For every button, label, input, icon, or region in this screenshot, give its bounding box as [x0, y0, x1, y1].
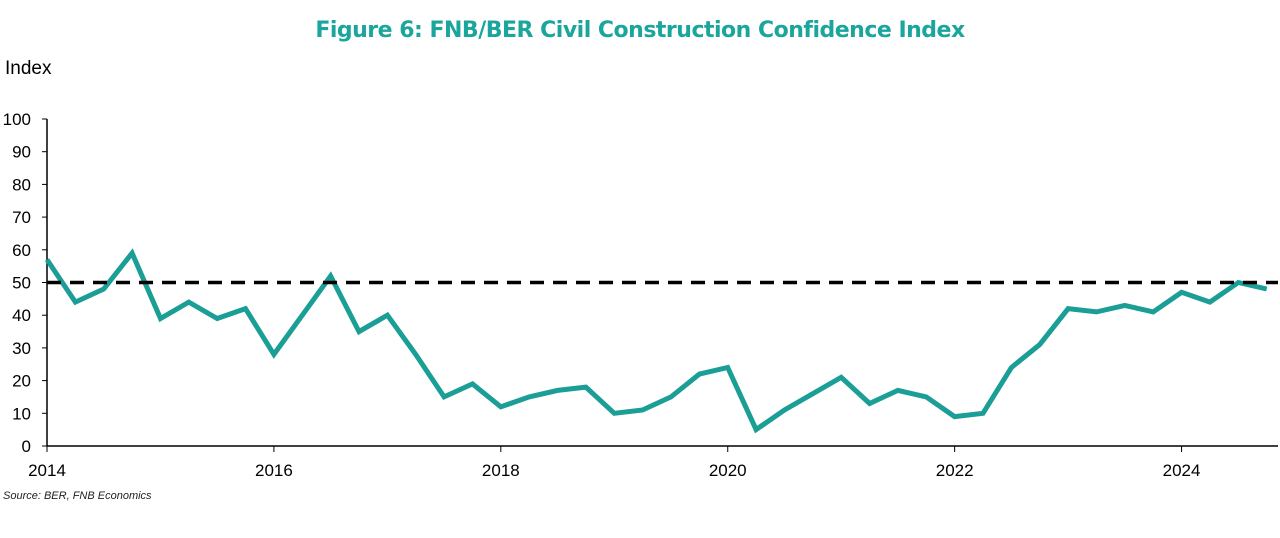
chart-title: Figure 6: FNB/BER Civil Construction Con…	[315, 18, 965, 43]
y-tick-label: 70	[12, 208, 31, 227]
y-tick-label: 90	[12, 143, 31, 162]
x-tick-label: 2016	[255, 461, 293, 480]
x-tick-label: 2024	[1163, 461, 1201, 480]
y-tick-label: 80	[12, 175, 31, 194]
x-tick-label: 2020	[709, 461, 747, 480]
y-tick-label: 20	[12, 372, 31, 391]
y-tick-label: 60	[12, 241, 31, 260]
y-tick-label: 30	[12, 339, 31, 358]
source-note: Source: BER, FNB Economics	[3, 490, 152, 502]
y-tick-label: 40	[12, 306, 31, 325]
y-tick-label: 0	[22, 437, 31, 456]
y-tick-labels: 0 10 20 30 40 50 60 70 80 90 100	[3, 110, 31, 456]
x-tick-labels: 2014 2016 2018 2020 2022 2024	[28, 461, 1200, 480]
x-tick-label: 2014	[28, 461, 66, 480]
y-tick-label: 10	[12, 404, 31, 423]
x-tick-label: 2018	[482, 461, 520, 480]
y-tick-label: 100	[3, 110, 31, 129]
y-tick-label: 50	[12, 274, 31, 293]
series-line-confidence-index	[44, 248, 1268, 434]
x-tick-label: 2022	[936, 461, 974, 480]
series-layer	[44, 248, 1278, 434]
y-axis-label: Index	[5, 58, 52, 79]
